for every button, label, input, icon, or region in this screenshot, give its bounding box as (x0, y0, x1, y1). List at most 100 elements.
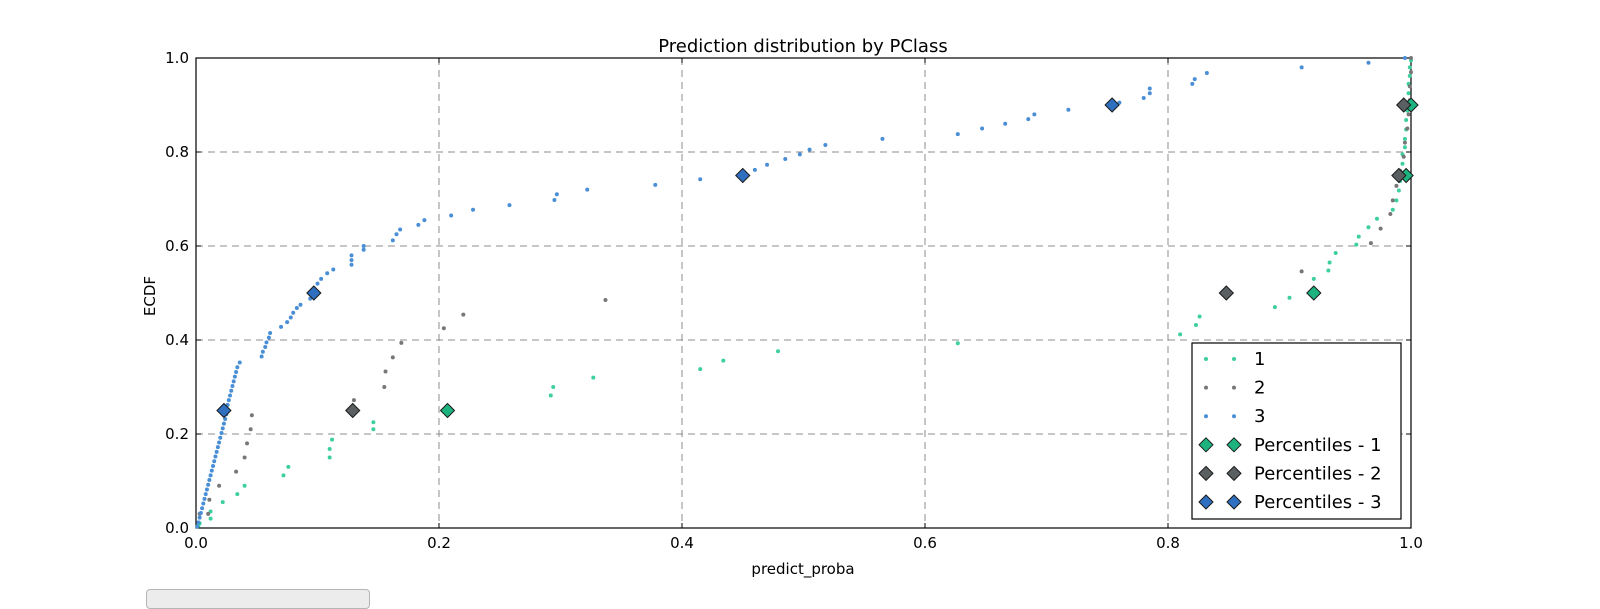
ecdf-point (471, 207, 476, 212)
ecdf-point (399, 340, 404, 345)
ecdf-point (203, 492, 208, 497)
ecdf-point (298, 302, 303, 307)
ecdf-point (231, 379, 236, 384)
ecdf-point (361, 244, 366, 248)
ecdf-point (382, 385, 387, 389)
percentile-marker (1104, 97, 1120, 113)
y-tick-label: 0.0 (165, 519, 189, 537)
ecdf-point (349, 253, 354, 258)
ecdf-point (1366, 225, 1371, 230)
ecdf-point (1394, 198, 1399, 203)
x-tick-label: 0.2 (427, 534, 451, 552)
ecdf-point (1374, 216, 1379, 221)
ecdf-point (245, 441, 250, 446)
horizontal-scrollbar[interactable] (146, 589, 370, 609)
y-tick-label: 0.6 (165, 237, 189, 255)
percentile-marker (1306, 285, 1322, 301)
ecdf-point (1192, 77, 1197, 82)
ecdf-point (1409, 70, 1413, 75)
ecdf-point (319, 276, 324, 281)
ecdf-point (552, 197, 557, 202)
ecdf-point (783, 157, 788, 162)
ecdf-point (371, 420, 376, 425)
legend-marker (1226, 437, 1242, 453)
ecdf-point (1402, 56, 1407, 60)
ecdf-point (416, 222, 421, 227)
legend-label: Percentiles - 2 (1254, 463, 1382, 484)
ecdf-point (422, 218, 427, 223)
legend-label: Percentiles - 3 (1254, 492, 1382, 513)
ecdf-point (1003, 121, 1008, 126)
y-tick-label: 0.2 (165, 425, 189, 443)
legend-box (1191, 342, 1402, 520)
ecdf-point (315, 281, 320, 286)
ecdf-point (1327, 260, 1332, 265)
ecdf-point (234, 469, 239, 474)
legend-item: Percentiles - 1 (1198, 435, 1382, 456)
ecdf-point (1390, 207, 1395, 212)
ecdf-point (955, 132, 960, 137)
ecdf-point (698, 177, 703, 182)
ecdf-point (349, 262, 354, 267)
percentile-marker (216, 402, 232, 419)
ecdf-point (234, 369, 239, 374)
ecdf-point (441, 326, 446, 331)
legend-marker (1198, 465, 1214, 482)
ecdf-point (823, 142, 828, 147)
chart-title: Prediction distribution by PClass (658, 36, 947, 57)
y-axis-title: ECDF (141, 276, 159, 316)
ecdf-point (235, 492, 240, 497)
ecdf-point (1409, 56, 1413, 60)
ecdf-point (198, 510, 203, 515)
ecdf-point (331, 267, 336, 272)
ecdf-point (217, 440, 222, 445)
ecdf-point (1147, 86, 1152, 91)
ecdf-point (591, 375, 596, 380)
ecdf-point (752, 167, 757, 172)
percentile-marker (1218, 285, 1235, 301)
legend: 1 2 3 Percentiles - 1 Percentiles - 2 Percent… (1191, 342, 1402, 520)
ecdf-point (208, 516, 213, 521)
ecdf-point (206, 482, 211, 487)
ecdf-point (248, 427, 253, 432)
ecdf-point (268, 330, 273, 335)
ecdf-point (1396, 188, 1401, 193)
legend-marker (1232, 385, 1236, 390)
ecdf-point (1402, 145, 1407, 150)
ecdf-point (260, 349, 265, 354)
ecdf-point (603, 298, 608, 303)
legend-marker (1226, 465, 1242, 482)
ecdf-point (548, 393, 553, 398)
ecdf-point (351, 398, 356, 403)
ecdf-point (206, 511, 211, 516)
percentile-marker (439, 402, 456, 419)
legend-label: 3 (1254, 406, 1265, 427)
ecdf-point (263, 345, 268, 350)
legend-marker (1204, 414, 1208, 419)
ecdf-point (204, 487, 209, 492)
ecdf-point (1366, 60, 1371, 65)
ecdf-point (1406, 91, 1411, 96)
x-tick-label: 0.6 (913, 534, 937, 552)
percentile-marker (1391, 167, 1407, 184)
ecdf-point (196, 520, 201, 525)
legend-item: Percentiles - 3 (1198, 492, 1382, 513)
ecdf-point (230, 384, 235, 389)
legend-marker (1204, 385, 1208, 390)
ecdf-point (1378, 226, 1383, 231)
ecdf-point (237, 360, 242, 365)
ecdf-point (327, 455, 332, 460)
ecdf-point (279, 324, 284, 329)
legend-item: Percentiles - 2 (1198, 463, 1382, 484)
ecdf-point (1204, 71, 1209, 76)
ecdf-point (294, 306, 299, 311)
ecdf-point (207, 497, 212, 502)
ecdf-point (1356, 234, 1361, 239)
legend-label: 2 (1254, 378, 1265, 399)
ecdf-point (551, 385, 556, 389)
ecdf-point (1026, 117, 1031, 122)
ecdf-point (1190, 81, 1195, 86)
x-tick-label: 0.8 (1156, 534, 1180, 552)
ecdf-point (1178, 332, 1183, 337)
ecdf-point (228, 393, 233, 398)
